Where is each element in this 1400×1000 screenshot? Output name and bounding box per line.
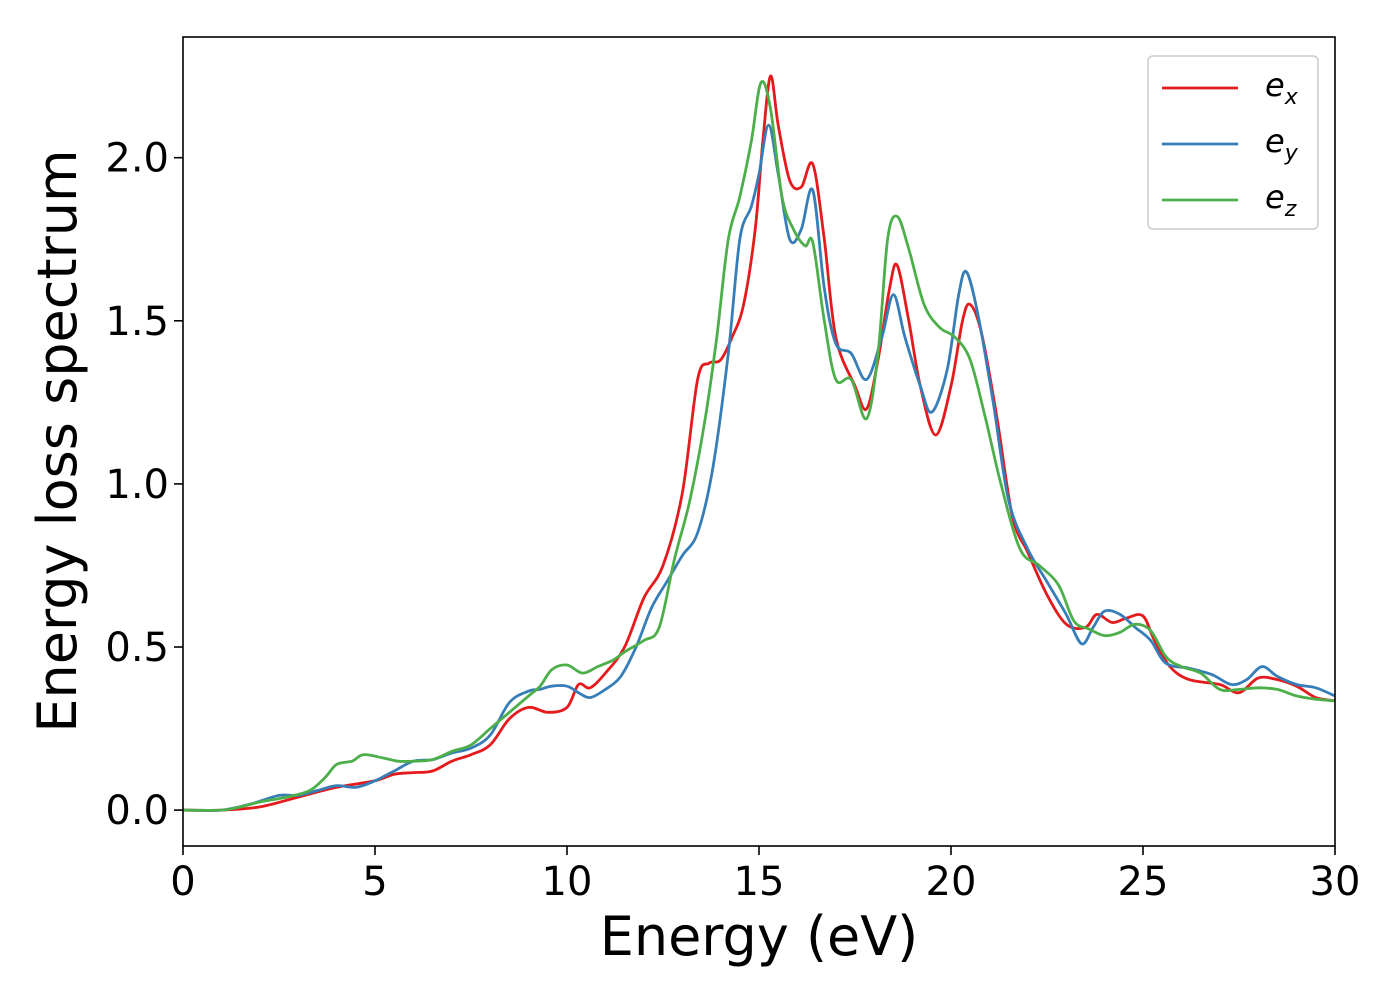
x-tick-label: 15: [734, 859, 785, 905]
y-tick-label: 1.0: [105, 462, 169, 508]
series-line-ey: [182, 123, 1336, 812]
legend: ex ey ez: [1147, 55, 1319, 230]
y-tick-label: 0.5: [105, 625, 169, 671]
x-tick-label: 20: [926, 859, 977, 905]
legend-box: [1147, 55, 1319, 230]
y-axis-label: Energy loss spectrum: [26, 149, 89, 732]
series-layer: [182, 74, 1336, 812]
y-tick-label: 0.0: [105, 788, 169, 834]
x-tick-label: 30: [1310, 859, 1361, 905]
x-axis-label: Energy (eV): [600, 905, 919, 968]
x-tick-label: 25: [1118, 859, 1169, 905]
x-axis: 0 5 10 15 20 25 30: [170, 846, 1360, 905]
series-line-ez: [182, 80, 1336, 812]
legend-label-ex: ex: [1265, 66, 1299, 110]
y-tick-label: 2.0: [105, 136, 169, 182]
y-tick-label: 1.5: [105, 299, 169, 345]
y-axis: 0.0 0.5 1.0 1.5 2.0: [105, 136, 183, 834]
legend-label-ez: ez: [1265, 178, 1297, 222]
x-tick-label: 5: [362, 859, 387, 905]
x-tick-label: 10: [542, 859, 593, 905]
x-tick-label: 0: [170, 859, 195, 905]
legend-label-ey: ey: [1265, 122, 1299, 166]
series-line-ex: [182, 74, 1336, 812]
